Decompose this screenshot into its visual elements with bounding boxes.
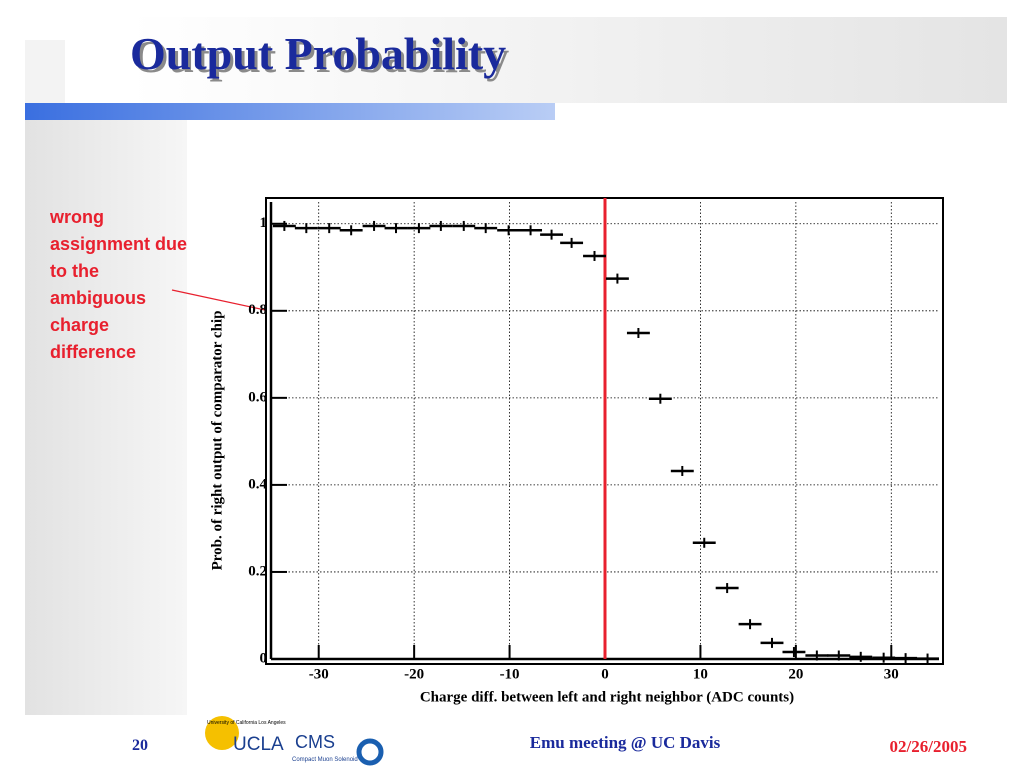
y-tick-label: 0.2 [248, 563, 267, 579]
logo-cms-full: Compact Muon Solenoid [292, 757, 358, 763]
page-number: 20 [132, 737, 148, 754]
footer: Emu meeting @ UC Davis [530, 733, 721, 752]
x-tick-label: 20 [788, 666, 803, 682]
slide-title: Output Probability [130, 28, 506, 79]
title-shadow: Output Probability [133, 31, 509, 82]
annotation-box: wrong assignment due to the ambiguous ch… [50, 207, 188, 362]
x-tick-label: -30 [309, 666, 329, 682]
x-tick-label: -10 [500, 666, 520, 682]
blue-bar [25, 103, 555, 120]
y-tick-label: 1 [260, 215, 268, 231]
x-tick-label: 10 [693, 666, 708, 682]
y-tick-label: 0.6 [248, 389, 267, 405]
logo-university: University of California Los Angeles [207, 720, 286, 726]
date: 02/26/2005 [890, 737, 967, 756]
title-band [130, 17, 1007, 103]
y-tick-label: 0.4 [248, 476, 267, 492]
logo: University of California Los Angeles UCL… [205, 716, 384, 766]
logo-ring [356, 738, 384, 766]
corner-block [25, 40, 65, 103]
x-tick-label: -20 [404, 666, 424, 682]
x-tick-label: 30 [884, 666, 899, 682]
x-axis-label: Charge diff. between left and right neig… [420, 689, 794, 705]
y-tick-label: 0 [260, 650, 268, 666]
y-tick-label: 0.8 [248, 302, 267, 318]
annotation: wrong assignment due to the ambiguous ch… [50, 207, 188, 362]
x-tick-label: 0 [601, 666, 609, 682]
logo-cms: CMS [295, 732, 335, 752]
logo-ucla: UCLA [233, 734, 284, 755]
logo-sun [205, 716, 239, 750]
chart: 0 0.2 0.4 0.6 0.8 1 -30 -20 -10 0 10 20 30 Charge dif… [209, 197, 944, 705]
y-axis-label: Prob. of right output of comparator chip [209, 311, 225, 571]
side-panel [25, 120, 187, 715]
